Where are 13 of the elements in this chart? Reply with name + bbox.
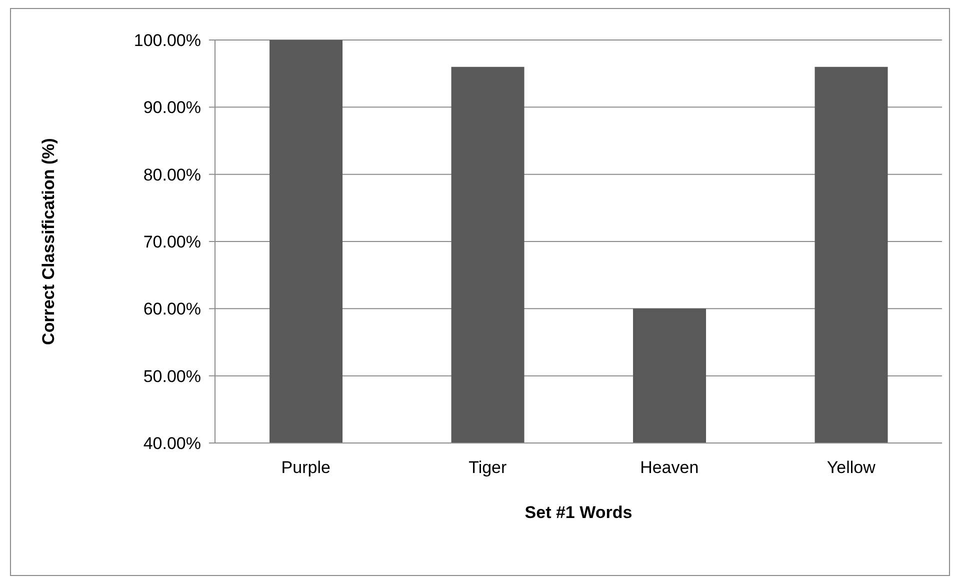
y-tick-label: 100.00% (134, 31, 201, 50)
x-tick-label: Purple (281, 458, 330, 478)
y-tick-label: 80.00% (143, 165, 201, 184)
y-axis-title: Correct Classification (%) (39, 138, 58, 345)
x-tick-label: Heaven (640, 458, 699, 478)
x-axis-title: Set #1 Words (524, 503, 632, 522)
y-tick-label: 60.00% (143, 300, 201, 319)
x-tick-label: Yellow (826, 458, 876, 478)
y-tick-label: 90.00% (143, 98, 201, 118)
y-tick-label: 50.00% (143, 366, 201, 386)
x-tick-label: Tiger (468, 458, 508, 478)
y-tick-label: 70.00% (143, 232, 201, 252)
y-tick-label: 40.00% (143, 434, 201, 454)
